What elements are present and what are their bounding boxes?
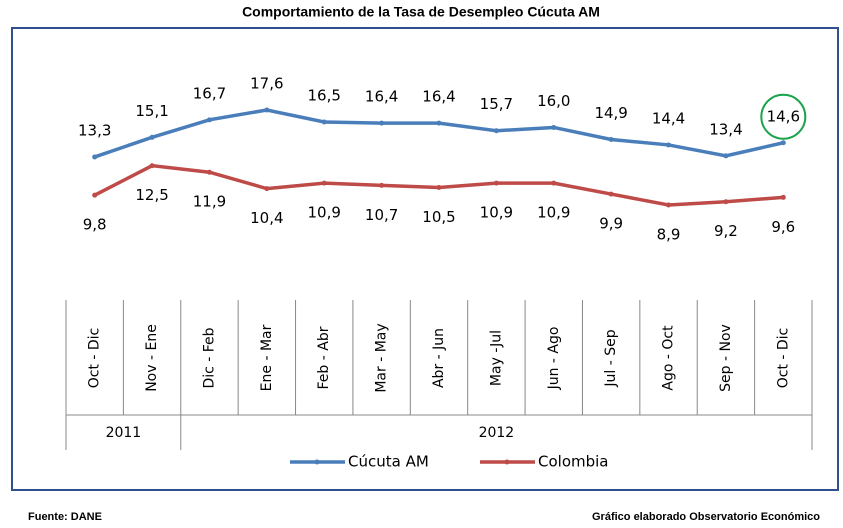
data-label: 16,7: [193, 84, 226, 102]
data-label: 10,5: [422, 208, 455, 226]
point: [608, 191, 614, 197]
point: [608, 136, 614, 142]
point: [92, 192, 98, 198]
point: [92, 154, 98, 160]
point: [493, 180, 499, 186]
x-tick-label: Sep - Nov: [718, 324, 734, 392]
data-label: 17,6: [250, 75, 283, 93]
chart-title: Comportamiento de la Tasa de Desempleo C…: [242, 4, 600, 20]
data-label: 15,7: [480, 95, 513, 113]
x-group-label: 2011: [106, 425, 142, 441]
point: [436, 185, 442, 191]
x-tick-label: Ene - Mar: [259, 324, 275, 391]
point: [206, 169, 212, 175]
x-tick-label: Dic - Feb: [201, 327, 217, 388]
legend-label: Cúcuta AM: [348, 453, 429, 471]
x-group-label: 2012: [479, 425, 515, 441]
x-tick-label: Feb - Abr: [316, 326, 332, 389]
point: [723, 199, 729, 205]
point: [493, 128, 499, 134]
data-label: 10,9: [308, 204, 341, 222]
point: [264, 107, 270, 113]
x-tick-label: Nov - Ene: [144, 324, 160, 392]
point: [206, 117, 212, 123]
highlight-circle: [760, 93, 807, 140]
point: [666, 202, 672, 208]
point: [321, 119, 327, 125]
data-label: 14,4: [652, 109, 685, 127]
point: [723, 153, 729, 159]
point: [780, 194, 786, 200]
data-label: 12,5: [135, 186, 168, 204]
legend-marker: [314, 459, 320, 465]
data-label: 16,5: [308, 87, 341, 105]
point: [149, 163, 155, 169]
point: [321, 180, 327, 186]
data-label: 9,8: [83, 216, 107, 234]
point: [551, 124, 557, 130]
data-label: 14,6: [767, 107, 800, 125]
data-label: 13,3: [78, 121, 111, 139]
data-label: 15,1: [135, 102, 168, 120]
x-tick-label: Abr - Jun: [431, 328, 447, 388]
data-label: 16,4: [422, 88, 455, 106]
data-label: 10,9: [537, 204, 570, 222]
data-label: 14,9: [594, 104, 627, 122]
x-tick-label: Jun - Ago: [546, 327, 562, 391]
x-tick-label: Jul - Sep: [603, 329, 619, 387]
point: [264, 186, 270, 192]
data-label: 9,6: [771, 218, 795, 236]
x-tick-label: Oct - Dic: [87, 328, 103, 389]
x-tick-label: May -Jul: [488, 330, 504, 386]
point: [780, 140, 786, 146]
point: [666, 142, 672, 148]
data-label: 16,0: [537, 92, 570, 110]
chart-border: [11, 27, 839, 491]
x-tick-label: Oct - Dic: [775, 328, 791, 389]
data-label: 13,4: [709, 120, 742, 138]
point: [379, 182, 385, 188]
data-label: 10,9: [480, 204, 513, 222]
data-label: 10,7: [365, 206, 398, 224]
credit: Gráfico elaborado Observatorio Económico: [592, 511, 820, 523]
data-label: 9,9: [599, 215, 623, 233]
data-label: 10,4: [250, 209, 283, 227]
data-label: 9,2: [714, 222, 738, 240]
point: [149, 134, 155, 140]
point: [379, 120, 385, 126]
x-tick-label: Ago - Oct: [661, 325, 677, 391]
point: [436, 120, 442, 126]
legend-label: Colombia: [538, 453, 609, 471]
source: Fuente: DANE: [28, 511, 102, 523]
legend-marker: [504, 459, 510, 465]
x-tick-label: Mar - May: [374, 323, 390, 392]
data-label: 16,4: [365, 88, 398, 106]
data-label: 8,9: [657, 226, 681, 244]
point: [551, 180, 557, 186]
data-label: 11,9: [193, 193, 226, 211]
